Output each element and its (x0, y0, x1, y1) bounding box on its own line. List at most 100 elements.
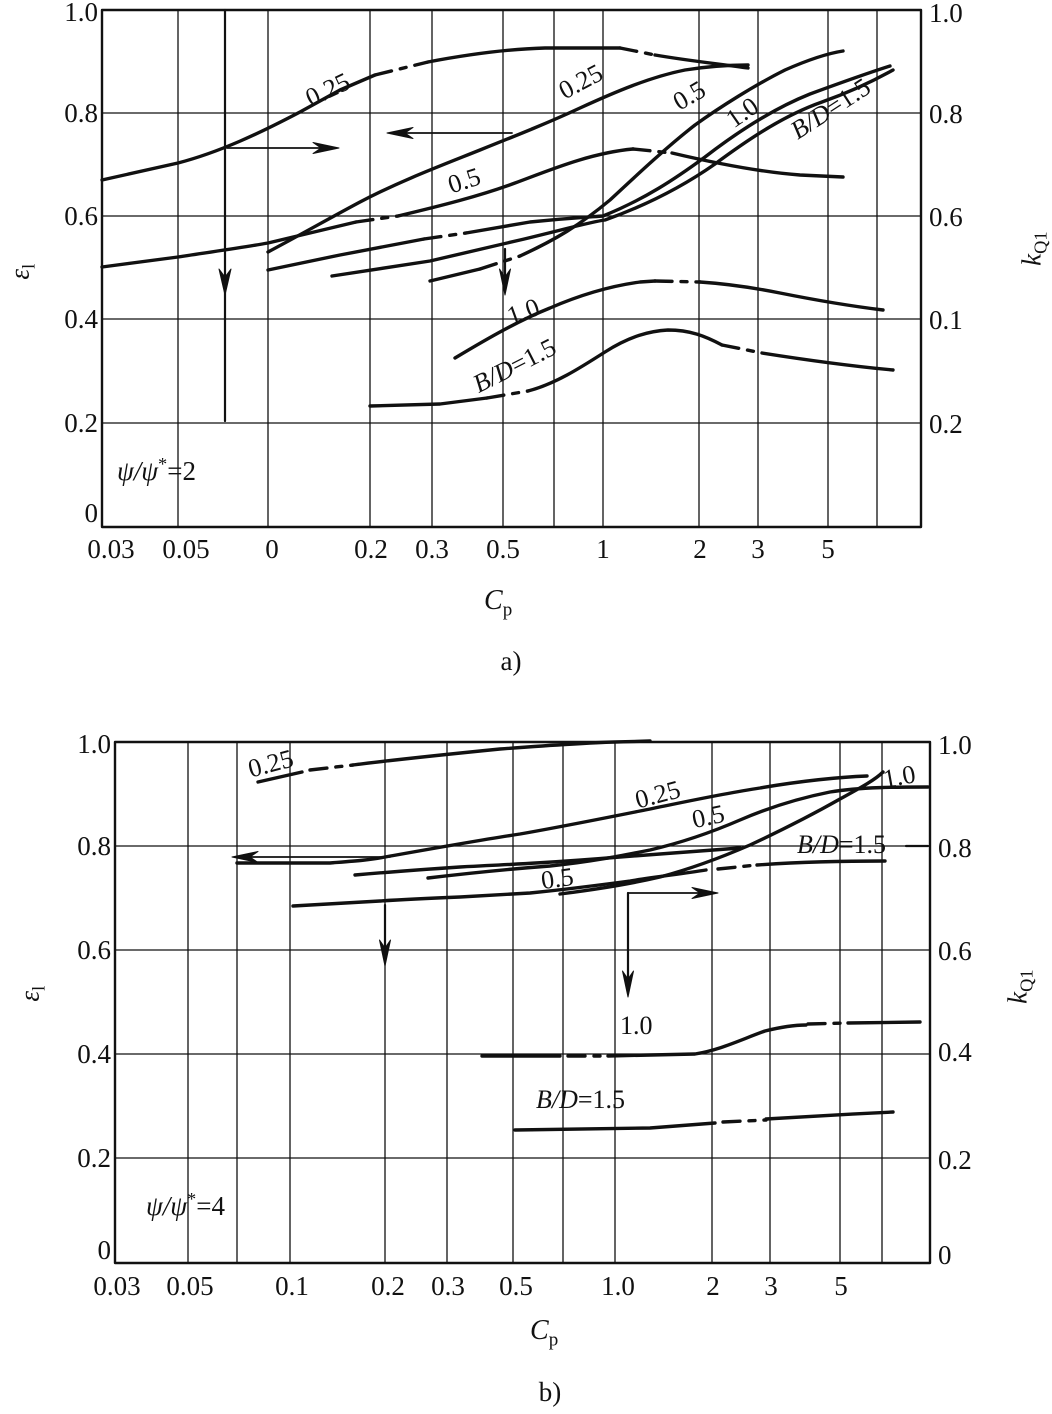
b-curve-klow-10-mid (606, 1023, 808, 1058)
a-ytick-right-0.1: 0.1 (929, 305, 963, 335)
b-curve-eps-025 (256, 770, 304, 784)
a-eps-symbol: ε (4, 268, 35, 280)
b-right-arrowhead (691, 887, 719, 899)
b-curve-k-025 (235, 774, 869, 865)
b-label-klow-bd15: B/D=1.5 (536, 1085, 626, 1114)
b-k-symbol: k (1002, 991, 1033, 1004)
b-grid-vertical (187, 741, 883, 1264)
a-curve-eps-025-mid (426, 46, 622, 64)
b-k-sub: Q1 (1016, 969, 1037, 992)
a-down-arrowhead-2 (499, 268, 511, 296)
a-curve-eps-05-dash2 (631, 147, 674, 155)
a-curve-klow-15-mid (526, 328, 724, 393)
a-left-arrowhead (386, 127, 414, 139)
b-down-arrowhead-2 (622, 970, 634, 998)
b-plot-border (113, 740, 932, 1265)
b-xtick-0.2: 0.2 (371, 1271, 405, 1301)
a-curve-klow-10 (453, 279, 657, 360)
a-curve-k-05-dash (478, 254, 522, 271)
a-caption: a) (500, 646, 522, 676)
b-ytick-left-0.4: 0.4 (77, 1039, 111, 1069)
b-ytick-left-1.0: 1.0 (77, 729, 111, 759)
a-xtick-3: 3 (751, 534, 765, 564)
b-annotations (231, 844, 930, 998)
b-xtick-1.0: 1.0 (601, 1271, 635, 1301)
b-xtick-0.5: 0.5 (499, 1271, 533, 1301)
a-xtick-0.5: 0.5 (486, 534, 520, 564)
a-curve-eps-05-end (670, 151, 845, 179)
b-curve-klow-15 (513, 1121, 717, 1132)
b-label-k-10: 1.0 (880, 759, 918, 794)
a-eps-sub: l (18, 263, 39, 269)
a-xtick-2: 2 (693, 534, 707, 564)
a-curve-bd10-left (266, 237, 426, 272)
a-curve-k-05-start (428, 267, 482, 283)
a-curve-klow-15-end (760, 351, 895, 372)
a-xtick-0.03: 0.03 (87, 534, 135, 564)
b-curve-k-10 (558, 770, 885, 896)
a-curve-bd15-main (330, 68, 895, 278)
a-curve-bd10-dash (422, 231, 468, 241)
b-yaxis-left-title: εl (14, 962, 49, 1026)
b-label-k-05: 0.5 (689, 798, 728, 835)
a-ytick-right-0.2: 0.2 (929, 409, 963, 439)
b-curve-bd15-dash (716, 863, 759, 871)
b-curve-eps-025-end (351, 739, 652, 767)
a-curve-k-025 (266, 63, 750, 254)
b-left-arrowhead (231, 851, 259, 863)
a-curve-klow-15 (368, 396, 489, 408)
a-k-symbol: k (1016, 253, 1047, 266)
a-curve-eps-05-dash1 (354, 214, 400, 224)
a-ytick-right-0.6: 0.6 (929, 202, 963, 232)
a-curve-eps-05-mid (396, 147, 635, 218)
a-curve-klow-10-end (698, 280, 885, 312)
b-label-k-bd15: B/D=1.5 (797, 830, 887, 859)
a-curve-eps-025 (100, 73, 377, 182)
b-xaxis-title: Cp (530, 1315, 559, 1351)
b-ytick-left-0.2: 0.2 (77, 1143, 111, 1173)
b-gridlines (114, 741, 931, 1264)
b-label-eps-05: 0.5 (539, 861, 576, 896)
a-right-arrowhead (312, 142, 340, 154)
a-curves (100, 46, 895, 408)
b-ytick-left-0.8: 0.8 (77, 831, 111, 861)
a-ytick-left-0.2: 0.2 (64, 408, 98, 438)
b-ytick-right-0.6: 0.6 (938, 936, 972, 966)
b-label-klow-10: 1.0 (620, 1011, 653, 1040)
b-curve-klow-15-end (764, 1110, 895, 1121)
b-ytick-right-0.2: 0.2 (938, 1145, 972, 1175)
b-curve-bd15-end (755, 859, 887, 867)
b-curve-eps-05 (353, 846, 742, 877)
a-curve-klow-10-dash (653, 279, 702, 284)
b-ytick-right-1.0: 1.0 (938, 730, 972, 760)
a-curve-eps-025-dash2 (618, 46, 657, 57)
b-xtick-0.3: 0.3 (431, 1271, 465, 1301)
a-curve-eps-025-end (653, 53, 750, 70)
b-xtick-0.1: 0.1 (275, 1271, 309, 1301)
a-k-sub: Q1 (1030, 231, 1051, 254)
b-curve-klow-10-dash2 (806, 1021, 850, 1026)
a-ytick-right-1.0: 1.0 (929, 0, 963, 28)
a-xtick-5: 5 (821, 534, 835, 564)
a-annotations (218, 8, 513, 423)
a-xtick-0.2: 0.2 (354, 534, 388, 564)
b-ytick-left-0: 0 (97, 1235, 112, 1265)
b-curve-k-05 (426, 785, 930, 880)
b-curve-klow-15-dash (721, 1118, 768, 1124)
b-condition: ψ/ψ*=4 (146, 1189, 225, 1221)
b-ytick-right-0.4: 0.4 (938, 1037, 972, 1067)
b-curves (235, 739, 930, 1132)
a-xaxis-title: Cp (484, 585, 513, 621)
a-curve-eps-025-dash1 (373, 60, 430, 77)
a-curve-k-05-main (518, 49, 845, 258)
a-curve-klow-15-dash2 (720, 343, 764, 355)
b-xtick-5: 5 (834, 1271, 848, 1301)
a-ytick-left-0: 0 (84, 498, 99, 528)
b-down-arrowhead-1 (379, 939, 391, 967)
a-ytick-left-1.0: 1.0 (64, 0, 98, 27)
a-xtick-0.3: 0.3 (415, 534, 449, 564)
b-xtick-0.05: 0.05 (166, 1271, 214, 1301)
a-ytick-left-0.6: 0.6 (64, 201, 98, 231)
